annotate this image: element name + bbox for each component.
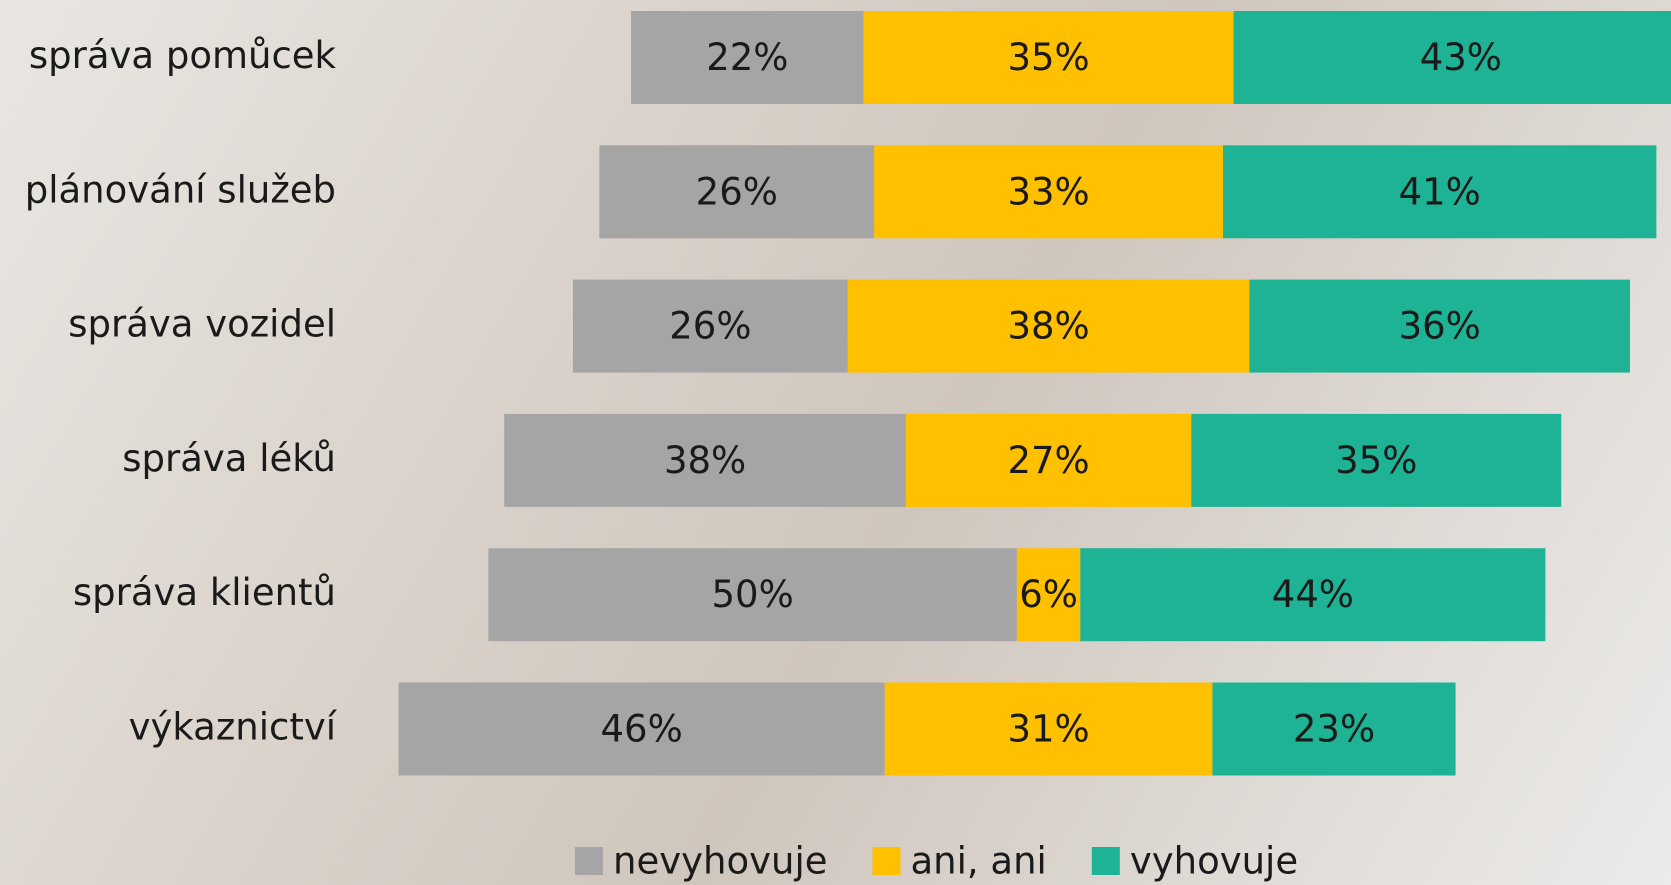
value-label: 23%	[1293, 708, 1375, 751]
value-label: 38%	[664, 439, 746, 482]
category-label: správa klientů	[73, 571, 336, 614]
value-label: 35%	[1335, 439, 1417, 482]
legend-label: nevyhovuje	[613, 840, 827, 883]
legend-swatch	[872, 847, 900, 875]
value-label: 35%	[1007, 36, 1089, 79]
value-label: 38%	[1007, 305, 1089, 348]
value-label: 43%	[1420, 36, 1502, 79]
value-label: 44%	[1272, 573, 1354, 616]
value-label: 22%	[706, 36, 788, 79]
value-label: 31%	[1007, 708, 1089, 751]
legend-label: vyhovuje	[1130, 840, 1298, 883]
category-label: plánování služeb	[25, 168, 336, 211]
value-label: 26%	[669, 305, 751, 348]
legend-swatch	[1092, 847, 1120, 875]
value-label: 50%	[712, 573, 794, 616]
value-label: 27%	[1007, 439, 1089, 482]
value-label: 36%	[1399, 305, 1481, 348]
category-label: správa vozidel	[68, 303, 336, 346]
value-label: 41%	[1399, 170, 1481, 213]
value-label: 26%	[696, 170, 778, 213]
category-label: správa pomůcek	[29, 34, 337, 77]
legend-swatch	[575, 847, 603, 875]
legend-label: ani, ani	[910, 840, 1046, 883]
value-label: 6%	[1019, 573, 1078, 616]
category-label: správa léků	[122, 437, 336, 480]
chart: správa pomůcek 22% 35% 43% plánování služeb 2…	[0, 0, 1671, 885]
value-label: 46%	[601, 708, 683, 751]
value-label: 33%	[1007, 170, 1089, 213]
category-label: výkaznictví	[129, 706, 338, 749]
